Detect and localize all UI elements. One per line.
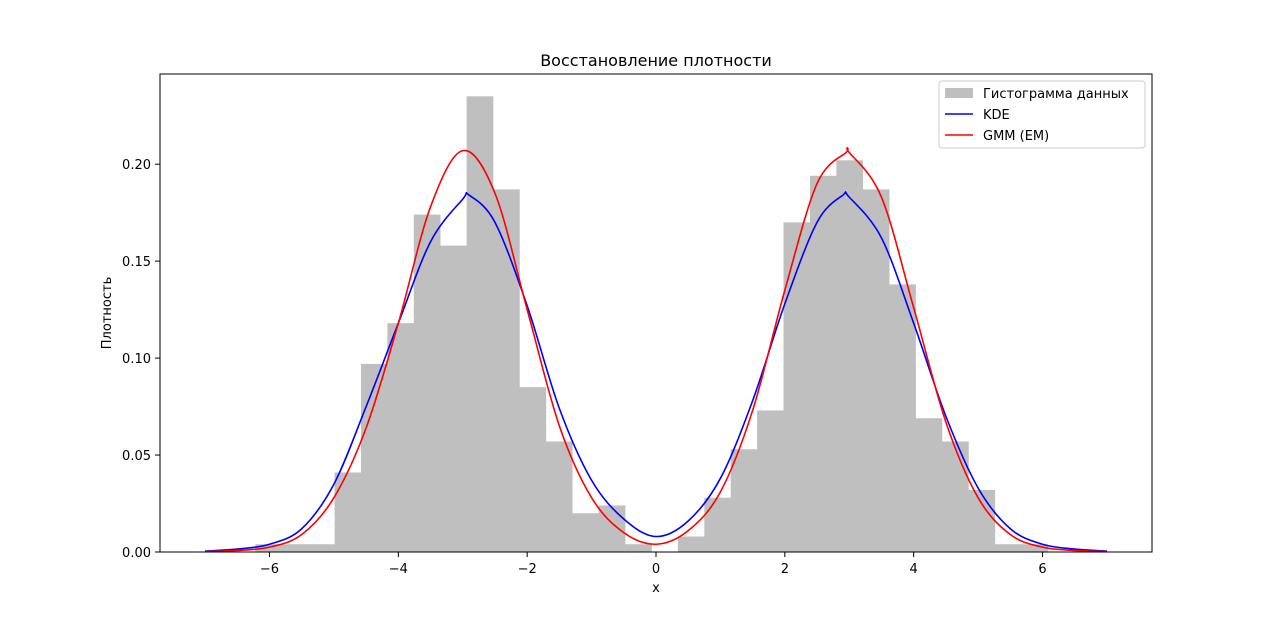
histogram-bar-7 (440, 245, 467, 553)
legend-swatch-histogram (945, 88, 973, 98)
histogram-bar-6 (413, 214, 441, 552)
histogram-bar-24 (889, 284, 916, 552)
legend-label: Гистограмма данных (983, 87, 1129, 102)
histogram-bar-21 (809, 175, 837, 552)
x-tick-label: −4 (389, 562, 408, 577)
histogram-bar-18 (730, 449, 758, 552)
x-tick-label: 0 (652, 562, 660, 577)
histogram-bar-1 (281, 544, 309, 552)
y-tick-label: 0.10 (122, 352, 151, 367)
histogram-bar-8 (466, 96, 494, 553)
histogram-bar-14 (625, 544, 652, 552)
histogram-bar-12 (572, 513, 599, 552)
histogram-bar-23 (862, 189, 890, 552)
histogram-bar-10 (519, 387, 547, 552)
histogram-bar-25 (915, 418, 943, 552)
series-line-gmm-em (205, 147, 1107, 553)
x-axis-label: x (652, 581, 660, 596)
histogram-bar-19 (757, 410, 784, 552)
histogram-bar-2 (308, 544, 335, 552)
x-tick-label: 6 (1038, 562, 1046, 577)
histogram-bar-27 (968, 489, 996, 552)
histogram-bar-28 (994, 544, 1022, 552)
x-tick-label: −6 (260, 562, 279, 577)
plot-area: −6 −4 −2 0 2 4 6 0.00 0.05 0.10 0.15 0.20 (122, 73, 1153, 577)
legend-label: KDE (983, 108, 1010, 123)
histogram-bar-17 (704, 497, 732, 552)
y-tick-label: 0.00 (122, 546, 151, 561)
x-tick-label: 4 (910, 562, 918, 577)
y-tick-label: 0.20 (122, 158, 151, 173)
histogram-bar-26 (942, 441, 969, 552)
y-tick-label: 0.05 (122, 449, 151, 464)
legend: Гистограмма данных KDE GMM (EM) (938, 80, 1146, 149)
histogram-bar-9 (493, 189, 520, 552)
histogram-bar-5 (387, 323, 415, 552)
y-axis-label: Плотность (100, 277, 115, 349)
histogram-bar-3 (334, 472, 362, 552)
histogram-bar-22 (836, 160, 864, 553)
legend-label: GMM (EM) (983, 129, 1049, 144)
chart-title: Восстановление плотности (540, 51, 772, 70)
histogram-bar-29 (1021, 544, 1048, 552)
histogram-bar-16 (677, 536, 705, 552)
y-tick-label: 0.15 (122, 255, 151, 270)
x-tick-label: −2 (518, 562, 537, 577)
x-tick-label: 2 (781, 562, 789, 577)
histogram-bar-4 (360, 363, 388, 552)
histogram-bar-11 (545, 441, 573, 552)
legend-box (938, 80, 1146, 149)
